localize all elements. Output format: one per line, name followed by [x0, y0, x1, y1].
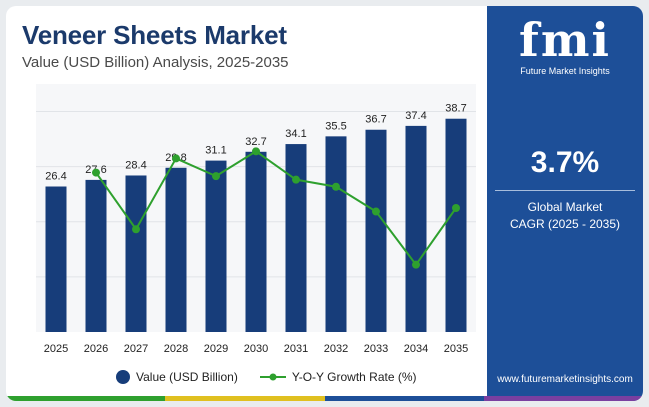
bar-label-2027: 28.4 [125, 159, 146, 171]
cagr-label-line1: Global Market [527, 200, 603, 214]
summary-panel: fmi Future Market Insights 3.7% Global M… [487, 6, 643, 401]
chart-legend: Value (USD Billion) Y-O-Y Growth Rate (%… [116, 368, 439, 386]
website-text: www.futuremarketinsights.com [497, 374, 633, 385]
bar-2033 [365, 129, 387, 332]
x-tick-2025: 2025 [44, 343, 68, 355]
x-tick-2033: 2033 [364, 343, 388, 355]
x-tick-2035: 2035 [444, 343, 468, 355]
bar-label-2033: 36.7 [365, 114, 386, 126]
brand-logo: fmi Future Market Insights [487, 16, 643, 76]
x-axis-tick-labels: 2025 2026 2027 2028 2029 2030 2031 2032 2033 2034… [44, 343, 468, 355]
bar-value-labels: 26.427.628.429.831.132.734.135.536.737.4… [45, 103, 466, 183]
bar-label-2029: 31.1 [205, 145, 226, 157]
divider [495, 190, 635, 191]
legend-label-value: Value (USD Billion) [136, 370, 238, 384]
x-tick-2029: 2029 [204, 343, 228, 355]
x-tick-2028: 2028 [164, 343, 188, 355]
bar-label-2032: 35.5 [325, 120, 346, 132]
line-legend-swatch-icon [259, 373, 286, 381]
bar-label-2031: 34.1 [285, 128, 306, 140]
chart-subtitle: Value (USD Billion) Analysis, 2025-2035 [22, 54, 289, 71]
growth-point-2032 [332, 182, 340, 191]
bar-label-2035: 38.7 [445, 103, 466, 115]
x-tick-2031: 2031 [284, 343, 308, 355]
growth-point-2026 [92, 168, 100, 177]
color-strip [6, 396, 643, 401]
chart-title: Veneer Sheets Market [22, 20, 287, 50]
x-tick-2027: 2027 [124, 343, 148, 355]
bar-2030 [245, 151, 267, 332]
logo-mark: fmi [519, 13, 611, 67]
bar-2034 [405, 125, 427, 332]
strip-segment-purple [483, 396, 643, 401]
bar-2025 [45, 186, 67, 332]
strip-segment-blue [324, 396, 484, 401]
strip-segment-green [6, 396, 166, 401]
growth-line-series [92, 147, 460, 269]
logo-caption: Future Market Insights [520, 66, 610, 76]
bar-2035 [445, 118, 467, 332]
x-tick-2034: 2034 [404, 343, 428, 355]
bar-label-2030: 32.7 [245, 136, 266, 148]
growth-point-2027 [132, 225, 140, 234]
bar-label-2025: 26.4 [45, 171, 66, 183]
x-tick-2026: 2026 [84, 343, 108, 355]
growth-point-2029 [212, 172, 220, 181]
cagr-label: Global Market CAGR (2025 - 2035) [487, 199, 643, 233]
chart-plot: 26.427.628.429.831.132.734.135.536.737.4… [36, 84, 476, 355]
bar-2026 [85, 179, 107, 332]
x-tick-2032: 2032 [324, 343, 348, 355]
legend-item-growth: Y-O-Y Growth Rate (%) [259, 370, 417, 384]
bar-2027 [125, 175, 147, 332]
bar-2031 [285, 144, 307, 332]
chart-card: Veneer Sheets Market Value (USD Billion)… [6, 6, 643, 401]
bar-label-2034: 37.4 [405, 110, 426, 122]
growth-point-2028 [172, 154, 180, 163]
growth-point-2031 [292, 175, 300, 184]
bar-legend-swatch-icon [116, 370, 130, 384]
growth-point-2034 [412, 260, 420, 269]
bar-2028 [165, 167, 187, 332]
cagr-value: 3.7% [530, 146, 600, 179]
x-tick-2030: 2030 [244, 343, 268, 355]
strip-segment-yellow [165, 396, 325, 401]
cagr-label-line2: CAGR (2025 - 2035) [509, 217, 621, 231]
growth-point-2033 [372, 207, 380, 216]
growth-point-2030 [252, 147, 260, 156]
legend-item-value: Value (USD Billion) [116, 370, 238, 384]
bar-series [45, 118, 467, 332]
legend-label-growth: Y-O-Y Growth Rate (%) [291, 370, 417, 384]
growth-line [95, 150, 457, 267]
bar-2029 [205, 160, 227, 332]
growth-point-2035 [452, 204, 460, 212]
bar-2032 [325, 136, 347, 332]
